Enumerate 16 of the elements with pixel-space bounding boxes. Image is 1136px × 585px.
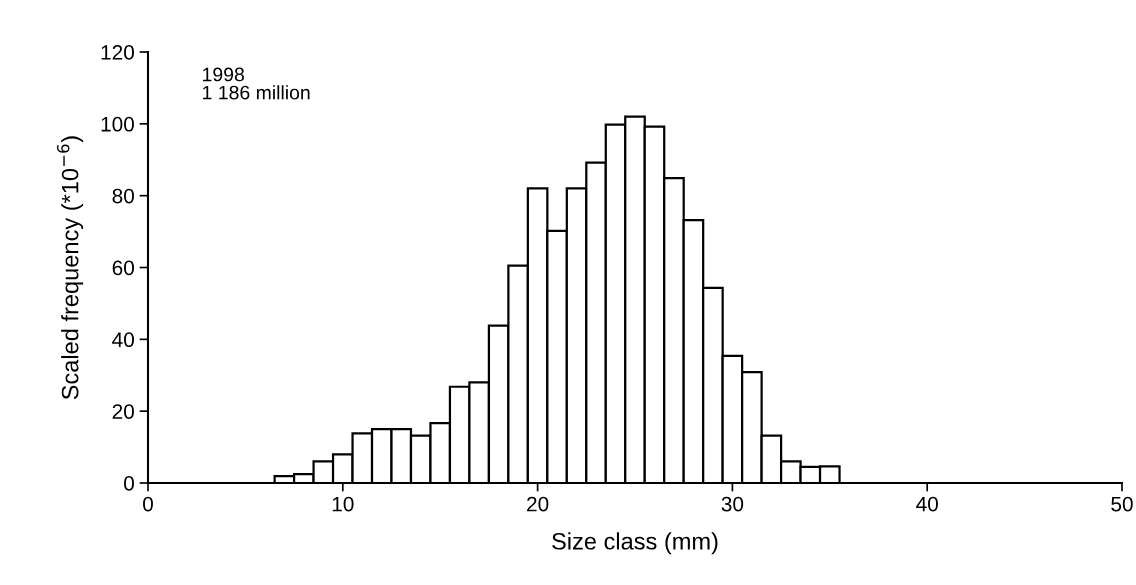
y-tick-label: 80 — [112, 188, 134, 204]
y-tick-label: 20 — [112, 404, 134, 419]
x-tick-label: 20 — [527, 496, 549, 512]
y-axis-title: Scaled frequency (*10$^{−6}$) — [56, 136, 84, 400]
y-tick-label: 100 — [101, 116, 134, 132]
y-tick-label: 40 — [112, 332, 134, 348]
x-tick-label: 30 — [721, 496, 744, 512]
y-tick-label: 0 — [124, 476, 134, 491]
x-axis-title: Size class (mm) — [552, 532, 718, 555]
x-tick-label: 50 — [1111, 496, 1133, 512]
x-tick-label: 40 — [916, 496, 938, 512]
annotation: 1998 1 186 million — [203, 67, 310, 100]
y-tick-label: 120 — [101, 45, 134, 60]
y-tick-label: 60 — [112, 260, 134, 276]
x-tick-label: 10 — [332, 496, 354, 512]
x-tick-label: 0 — [143, 496, 153, 512]
